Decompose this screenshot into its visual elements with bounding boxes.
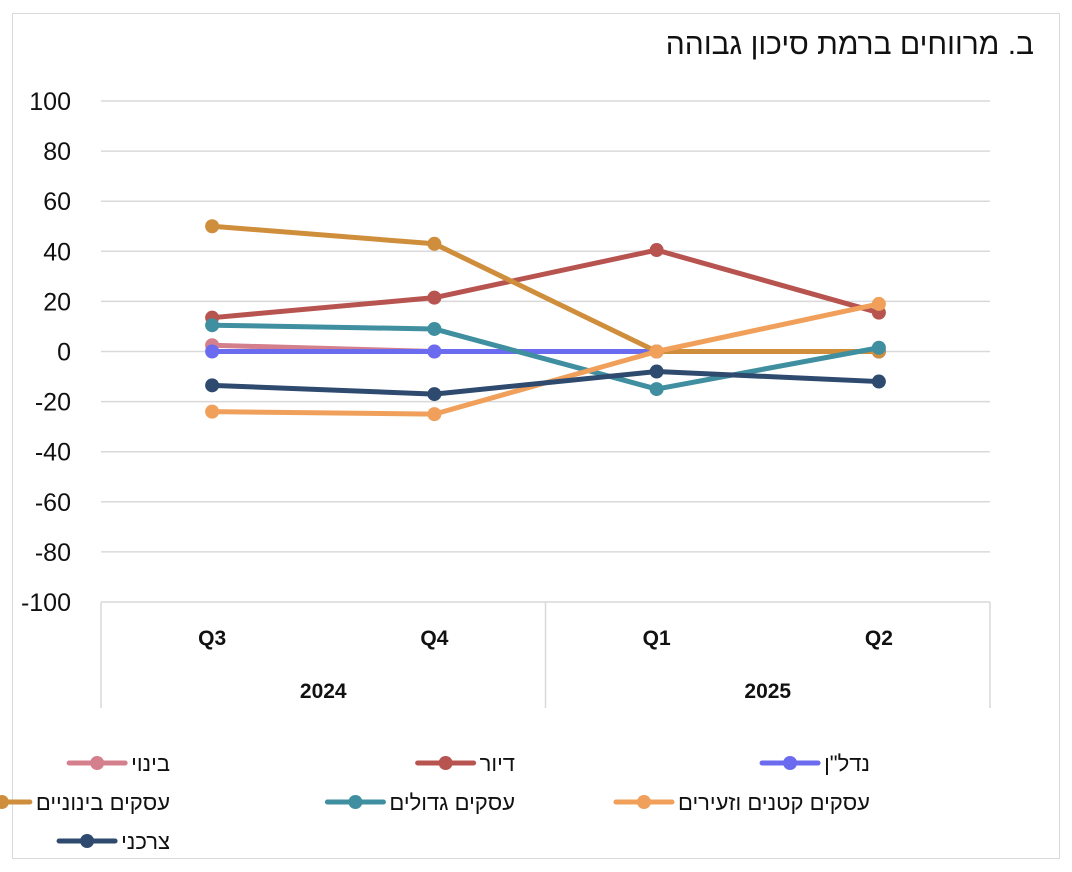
legend-item: צרכני <box>56 829 170 854</box>
x-axis: Q3 Q4 Q1 Q2 2024 2025 <box>100 602 991 708</box>
legend-item: דיור <box>415 751 515 776</box>
y-tick-label: -40 <box>35 439 71 467</box>
series-line <box>209 369 882 397</box>
data-point <box>649 364 664 379</box>
data-point <box>427 344 442 359</box>
data-point <box>649 344 664 359</box>
data-point <box>205 344 220 359</box>
y-tick-label: 60 <box>43 188 71 216</box>
legend-label: נדל"ן <box>824 751 870 776</box>
legend-swatch-marker <box>438 756 453 770</box>
legend-item: בינוי <box>66 751 170 776</box>
legend-label: דיור <box>480 751 515 776</box>
series-line <box>209 322 882 392</box>
data-point <box>427 321 442 336</box>
series-6 <box>205 364 886 402</box>
series-0 <box>205 338 886 359</box>
y-tick-label: 20 <box>43 288 71 316</box>
y-axis-tick-labels: 100 80 60 40 20 0 -20 -40 -60 -80 -100 <box>21 88 71 617</box>
data-point <box>427 290 442 305</box>
y-tick-label: -60 <box>35 489 71 517</box>
y-tick-label: -80 <box>35 539 71 567</box>
legend-label: עסקים קטנים וזעירים <box>678 790 870 815</box>
legend-item: עסקים קטנים וזעירים <box>613 790 870 815</box>
series-3 <box>205 219 886 359</box>
data-point <box>871 374 886 389</box>
data-point <box>871 296 886 311</box>
y-tick-label: -20 <box>35 389 71 417</box>
series-line <box>209 223 882 354</box>
y-tick-label: 40 <box>43 238 71 266</box>
legend-swatch-marker <box>783 756 798 770</box>
data-point <box>205 219 220 234</box>
legend-label: בינוי <box>131 751 170 776</box>
data-point <box>205 404 220 419</box>
chart-frame <box>12 13 1060 859</box>
y-tick-label: 100 <box>29 88 71 116</box>
y-tick-label: 0 <box>57 339 71 367</box>
legend-swatch-marker <box>90 756 105 770</box>
legend-label: עסקים בינוניים <box>36 790 170 815</box>
legend-label: עסקים גדולים <box>389 790 515 815</box>
data-point <box>205 318 220 333</box>
series-lines <box>205 219 886 422</box>
legend-swatch-marker <box>348 795 363 809</box>
chart-title: ב. מרווחים ברמת סיכון גבוהה <box>665 28 1034 61</box>
data-point <box>871 340 886 355</box>
x-tick-label: Q3 <box>198 627 226 650</box>
data-point <box>649 382 664 397</box>
y-tick-label: -100 <box>21 589 71 617</box>
data-point <box>427 407 442 422</box>
legend-swatch-marker <box>80 834 95 848</box>
legend-item: עסקים בינוניים <box>0 790 170 815</box>
series-1 <box>205 243 886 325</box>
x-tick-label: Q2 <box>865 627 893 650</box>
x-group-label: 2024 <box>300 680 347 703</box>
x-tick-label: Q1 <box>643 627 671 650</box>
data-point <box>649 243 664 258</box>
x-group-label: 2025 <box>744 680 791 703</box>
legend: בינוי דיור נדל"ן עסקים בינוניים עסקים גדולים… <box>0 751 870 854</box>
legend-item: נדל"ן <box>759 751 870 776</box>
data-point <box>427 387 442 402</box>
legend-item: עסקים גדולים <box>324 790 515 815</box>
legend-label: צרכני <box>121 829 170 854</box>
y-tick-label: 80 <box>43 138 71 166</box>
series-4 <box>205 318 886 397</box>
legend-swatch-marker <box>0 795 9 809</box>
x-tick-label: Q4 <box>420 627 448 650</box>
data-point <box>205 378 220 393</box>
data-point <box>427 236 442 251</box>
series-line <box>209 247 882 321</box>
legend-swatch-marker <box>636 795 651 809</box>
